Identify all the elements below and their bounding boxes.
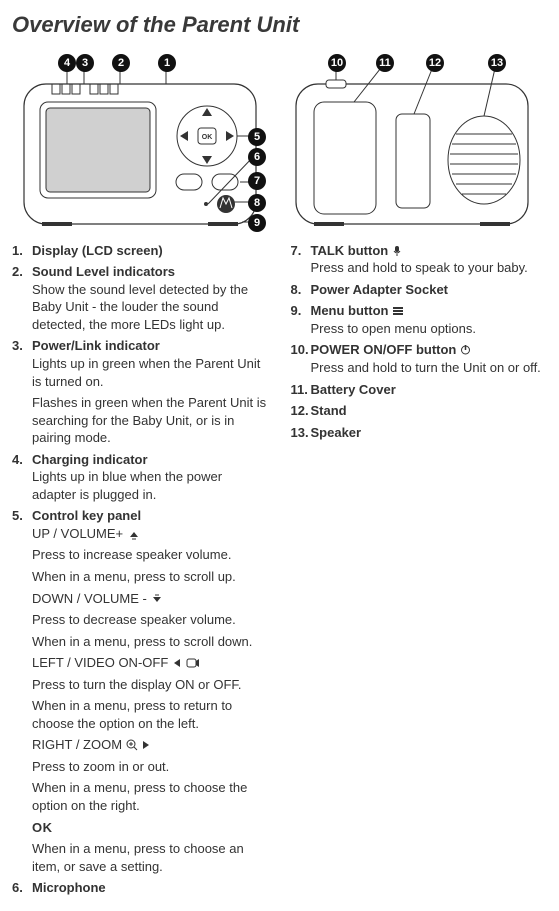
callout-4: 4 [58, 54, 76, 72]
item-6: 6.Microphone [12, 879, 269, 897]
cp-down-label: DOWN / VOLUME - [32, 590, 269, 608]
item-12: 12.Stand [291, 402, 548, 420]
talk-icon [392, 245, 402, 257]
callout-5: 5 [248, 128, 266, 146]
item-8-head: Power Adapter Socket [311, 281, 449, 299]
item-5: 5.Control key panel UP / VOLUME+ Press t… [12, 507, 269, 875]
item-7-desc: Press and hold to speak to your baby. [311, 259, 548, 277]
item-9-head: Menu button [311, 302, 405, 320]
item-1: 1.Display (LCD screen) [12, 242, 269, 260]
cp-up-desc1: Press to increase speaker volume. [32, 546, 269, 564]
item-4-num: 4. [12, 451, 32, 469]
menu-icon [392, 306, 404, 316]
item-3: 3.Power/Link indicator Lights up in gree… [12, 337, 269, 446]
item-12-num: 12. [291, 402, 311, 420]
callout-10: 10 [328, 54, 346, 72]
item-9: 9. Menu button Press to open menu option… [291, 302, 548, 337]
item-4: 4.Charging indicator Lights up in blue w… [12, 451, 269, 504]
item-3-desc2: Flashes in green when the Parent Unit is… [32, 394, 269, 447]
cp-down-desc1: Press to decrease speaker volume. [32, 611, 269, 629]
item-6-num: 6. [12, 879, 32, 897]
parent-unit-rear-diagram: 10 11 12 13 [284, 44, 540, 234]
callout-12: 12 [426, 54, 444, 72]
callout-13: 13 [488, 54, 506, 72]
item-7-head: TALK button [311, 242, 402, 260]
item-3-head: Power/Link indicator [32, 337, 160, 355]
item-2: 2.Sound Level indicators Show the sound … [12, 263, 269, 333]
cp-up-label: UP / VOLUME+ [32, 525, 269, 543]
callout-3: 3 [76, 54, 94, 72]
item-10-num: 10. [291, 341, 311, 359]
item-4-head: Charging indicator [32, 451, 148, 469]
power-icon [460, 344, 471, 355]
item-12-head: Stand [311, 402, 347, 420]
right-arrow-icon [141, 740, 151, 750]
item-11: 11.Battery Cover [291, 381, 548, 399]
item-8: 8.Power Adapter Socket [291, 281, 548, 299]
diagram-row: OK 4 3 2 [12, 44, 547, 234]
item-4-desc: Lights up in blue when the power adapter… [32, 468, 269, 503]
callout-8: 8 [248, 194, 266, 212]
cp-right-desc1: Press to zoom in or out. [32, 758, 269, 776]
item-7: 7. TALK button Press and hold to speak t… [291, 242, 548, 277]
item-5-head: Control key panel [32, 507, 141, 525]
left-column: 1.Display (LCD screen) 2.Sound Level ind… [12, 242, 269, 901]
feature-columns: 1.Display (LCD screen) 2.Sound Level ind… [12, 242, 547, 901]
callout-9: 9 [248, 214, 266, 232]
parent-unit-front-diagram: OK 4 3 2 [12, 44, 272, 234]
cp-left-desc1: Press to turn the display ON or OFF. [32, 676, 269, 694]
item-2-head: Sound Level indicators [32, 263, 175, 281]
zoom-icon [126, 739, 138, 751]
item-7-num: 7. [291, 242, 311, 260]
video-icon [186, 658, 200, 668]
item-10-head: POWER ON/OFF button [311, 341, 472, 359]
item-5-num: 5. [12, 507, 32, 525]
item-2-desc: Show the sound level detected by the Bab… [32, 281, 269, 334]
item-9-desc: Press to open menu options. [311, 320, 548, 338]
cp-right-desc2: When in a menu, press to choose the opti… [32, 779, 269, 814]
item-1-head: Display (LCD screen) [32, 242, 163, 260]
callout-6: 6 [248, 148, 266, 166]
item-8-num: 8. [291, 281, 311, 299]
volume-up-icon [127, 528, 141, 540]
svg-text:OK: OK [202, 134, 213, 141]
item-9-num: 9. [291, 302, 311, 320]
item-10-desc: Press and hold to turn the Unit on or of… [311, 359, 548, 377]
item-11-head: Battery Cover [311, 381, 396, 399]
left-arrow-icon [172, 658, 182, 668]
cp-up-desc2: When in a menu, press to scroll up. [32, 568, 269, 586]
callout-11: 11 [376, 54, 394, 72]
cp-right-label: RIGHT / ZOOM [32, 736, 269, 754]
right-column: 7. TALK button Press and hold to speak t… [291, 242, 548, 901]
cp-left-label: LEFT / VIDEO ON-OFF [32, 654, 269, 672]
item-1-num: 1. [12, 242, 32, 260]
page-title: Overview of the Parent Unit [12, 10, 547, 40]
item-10: 10. POWER ON/OFF button Press and hold t… [291, 341, 548, 376]
item-3-num: 3. [12, 337, 32, 355]
item-2-num: 2. [12, 263, 32, 281]
cp-left-desc2: When in a menu, press to return to choos… [32, 697, 269, 732]
item-3-desc1: Lights up in green when the Parent Unit … [32, 355, 269, 390]
item-13-num: 13. [291, 424, 311, 442]
item-13-head: Speaker [311, 424, 362, 442]
item-11-num: 11. [291, 381, 311, 399]
cp-ok-desc: When in a menu, press to choose an item,… [32, 840, 269, 875]
callout-1: 1 [158, 54, 176, 72]
cp-down-desc2: When in a menu, press to scroll down. [32, 633, 269, 651]
item-13: 13.Speaker [291, 424, 548, 442]
callout-2: 2 [112, 54, 130, 72]
callout-7: 7 [248, 172, 266, 190]
cp-ok-label: OK [32, 819, 269, 837]
item-6-head: Microphone [32, 879, 106, 897]
volume-down-icon [150, 593, 164, 605]
